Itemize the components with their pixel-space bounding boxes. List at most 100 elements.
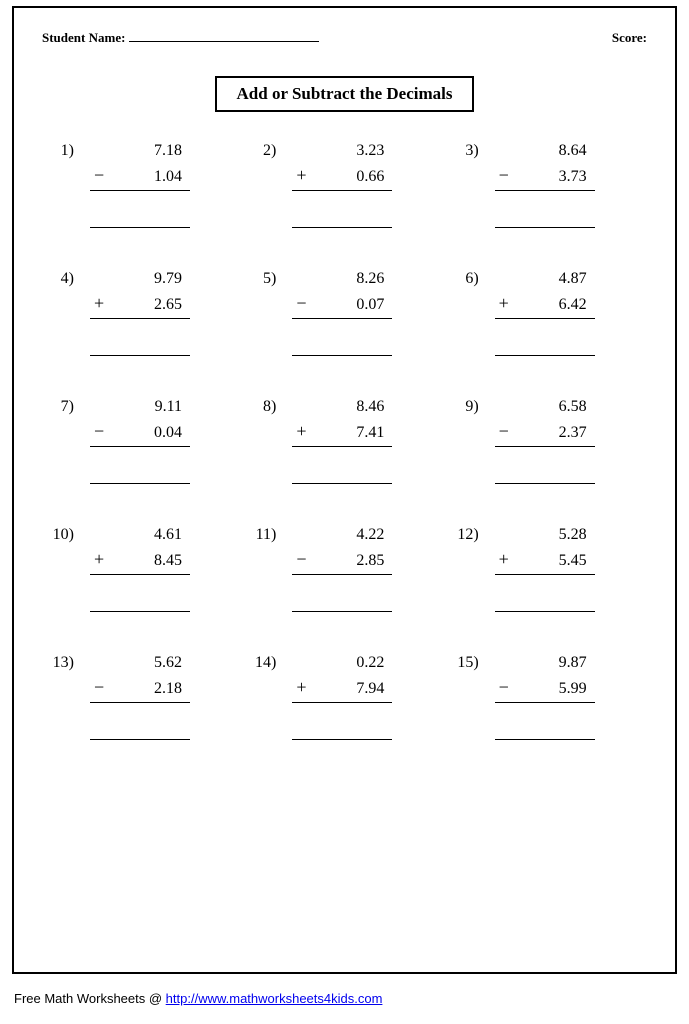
problem-stack: 9.11−0.04 (80, 396, 200, 484)
problem-number: 5) (248, 268, 282, 288)
operand-top: 4.87 (485, 268, 605, 288)
student-name-line (129, 28, 319, 42)
operator-row: − 1.04 (80, 160, 200, 186)
student-name-block: Student Name: (42, 28, 319, 46)
operand-bottom: 7.94 (356, 680, 384, 698)
operand-top: 5.28 (485, 524, 605, 544)
problem-stack: 7.18 − 1.04 (80, 140, 200, 228)
answer-rule (90, 739, 190, 740)
operator-row: −5.99 (485, 672, 605, 698)
operator-sign: + (94, 294, 104, 312)
problem-stack: 6.58−2.37 (485, 396, 605, 484)
problem-number: 6) (451, 268, 485, 288)
worksheet-page: Student Name: Score: Add or Subtract the… (0, 0, 689, 1024)
operand-top: 3.23 (282, 140, 402, 160)
operator-row: −2.18 (80, 672, 200, 698)
operand-top: 5.62 (80, 652, 200, 672)
problem-stack: 8.46 +7.41 (282, 396, 402, 484)
answer-rule (292, 483, 392, 484)
title-wrap: Add or Subtract the Decimals (42, 76, 647, 112)
answer-rule (90, 355, 190, 356)
student-name-label: Student Name: (42, 30, 125, 46)
operand-bottom: 0.04 (154, 424, 182, 442)
operand-top: 9.79 (80, 268, 200, 288)
footer-link[interactable]: http://www.mathworksheets4kids.com (166, 991, 383, 1006)
operand-bottom: 2.65 (154, 296, 182, 314)
operator-sign: + (296, 678, 306, 696)
equals-rule (292, 318, 392, 319)
equals-rule (495, 574, 595, 575)
problem-number: 13) (46, 652, 80, 672)
problem-number: 9) (451, 396, 485, 416)
problem: 14)0.22+7.94 (248, 652, 440, 740)
operand-top: 8.46 (282, 396, 402, 416)
operand-bottom: 0.07 (356, 296, 384, 314)
answer-rule (90, 227, 190, 228)
header-row: Student Name: Score: (42, 28, 647, 46)
operator-sign: − (296, 294, 306, 312)
problem-number: 4) (46, 268, 80, 288)
equals-rule (495, 318, 595, 319)
operator-sign: + (296, 422, 306, 440)
problem: 13)5.62−2.18 (46, 652, 238, 740)
operator-sign: − (499, 678, 509, 696)
operator-sign: + (296, 166, 306, 184)
operand-bottom: 5.45 (559, 552, 587, 570)
problem: 5)8.26−0.07 (248, 268, 440, 356)
operand-top: 0.22 (282, 652, 402, 672)
problem: 4)9.79 +2.65 (46, 268, 238, 356)
operand-bottom: 2.85 (356, 552, 384, 570)
operator-sign: + (499, 550, 509, 568)
equals-rule (495, 702, 595, 703)
operator-row: +7.94 (282, 672, 402, 698)
answer-rule (495, 355, 595, 356)
equals-rule (292, 446, 392, 447)
operator-sign: − (296, 550, 306, 568)
answer-rule (292, 739, 392, 740)
operand-top: 7.18 (80, 140, 200, 160)
operand-bottom: 1.04 (154, 168, 182, 186)
answer-rule (90, 611, 190, 612)
operand-top: 8.64 (485, 140, 605, 160)
problem-stack: 9.79 +2.65 (80, 268, 200, 356)
operator-row: − 2.85 (282, 544, 402, 570)
operand-top: 9.11 (80, 396, 200, 416)
problem-stack: 4.61+8.45 (80, 524, 200, 612)
problem-number: 10) (46, 524, 80, 544)
problem: 10)4.61+8.45 (46, 524, 238, 612)
operator-sign: − (94, 166, 104, 184)
operand-bottom: 0.66 (356, 168, 384, 186)
problem: 3)8.64−3.73 (451, 140, 643, 228)
answer-rule (495, 483, 595, 484)
operator-sign: − (499, 166, 509, 184)
problem-number: 12) (451, 524, 485, 544)
equals-rule (90, 702, 190, 703)
operand-bottom: 7.41 (356, 424, 384, 442)
equals-rule (495, 446, 595, 447)
equals-rule (495, 190, 595, 191)
answer-rule (90, 483, 190, 484)
operand-bottom: 6.42 (559, 296, 587, 314)
operator-sign: − (499, 422, 509, 440)
problem-stack: 0.22+7.94 (282, 652, 402, 740)
problem-number: 2) (248, 140, 282, 160)
problem-stack: 4.22 − 2.85 (282, 524, 402, 612)
worksheet-title: Add or Subtract the Decimals (215, 76, 475, 112)
answer-rule (292, 227, 392, 228)
operand-top: 4.22 (282, 524, 402, 544)
operator-row: +8.45 (80, 544, 200, 570)
answer-rule (292, 611, 392, 612)
equals-rule (292, 574, 392, 575)
operator-sign: − (94, 678, 104, 696)
problem: 12)5.28+5.45 (451, 524, 643, 612)
footer: Free Math Worksheets @ http://www.mathwo… (14, 991, 382, 1006)
problem-number: 1) (46, 140, 80, 160)
problem: 6)4.87 +6.42 (451, 268, 643, 356)
answer-rule (495, 227, 595, 228)
problem: 7)9.11−0.04 (46, 396, 238, 484)
operator-row: +5.45 (485, 544, 605, 570)
problem: 11)4.22−2.85 (248, 524, 440, 612)
operand-bottom: 8.45 (154, 552, 182, 570)
operator-sign: + (94, 550, 104, 568)
operator-sign: + (499, 294, 509, 312)
